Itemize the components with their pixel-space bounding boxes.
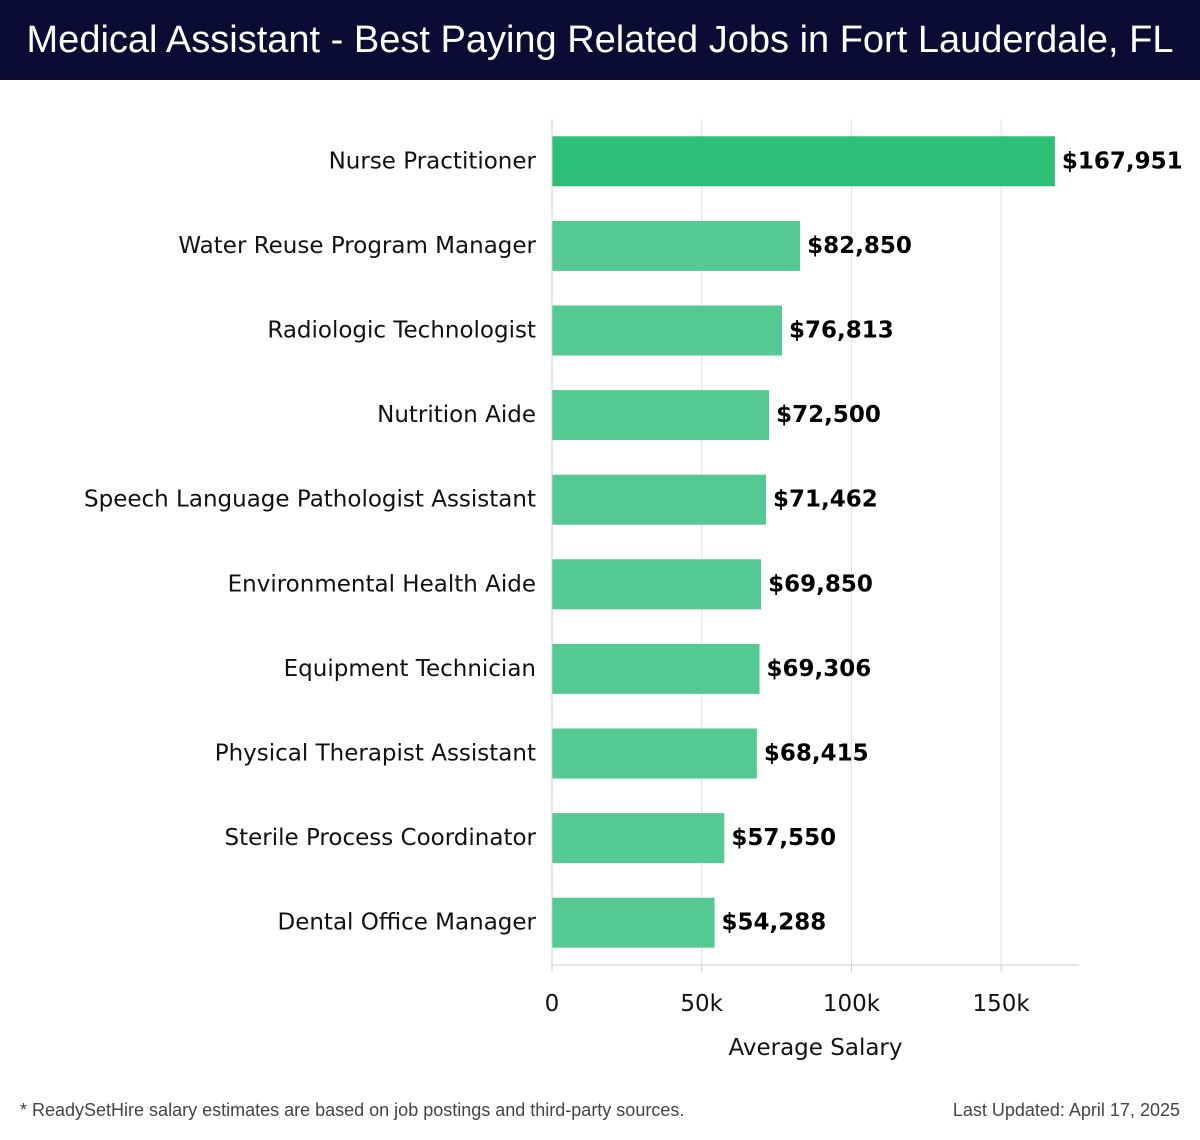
x-tick-label: 50k (680, 991, 723, 1017)
data-label: $82,850 (807, 233, 912, 259)
category-label: Sterile Process Coordinator (225, 825, 537, 851)
bar (552, 643, 760, 694)
data-label: $69,850 (768, 571, 873, 597)
page-title-bar: Medical Assistant - Best Paying Related … (0, 0, 1200, 80)
category-label: Nutrition Aide (377, 402, 536, 428)
category-label: Physical Therapist Assistant (215, 741, 536, 767)
x-tick-label: 150k (973, 991, 1031, 1017)
bar (552, 136, 1055, 187)
data-label: $57,550 (731, 825, 836, 851)
category-label: Radiologic Technologist (267, 318, 536, 344)
x-tick-label: 100k (823, 991, 881, 1017)
category-label: Dental Office Manager (277, 910, 536, 936)
footnote: * ReadySetHire salary estimates are base… (20, 1100, 685, 1120)
data-label: $54,288 (722, 910, 827, 936)
page-title: Medical Assistant - Best Paying Related … (26, 18, 1174, 61)
bar (552, 813, 725, 864)
data-label: $76,813 (789, 318, 894, 344)
bar (552, 897, 715, 948)
data-label: $72,500 (776, 402, 881, 428)
last-updated: Last Updated: April 17, 2025 (952, 1100, 1180, 1120)
category-label: Water Reuse Program Manager (178, 233, 536, 259)
x-tick-label: 0 (545, 991, 560, 1017)
bar (552, 559, 762, 610)
category-label: Equipment Technician (284, 656, 536, 682)
bar (552, 728, 757, 779)
bar (552, 220, 801, 271)
data-label: $68,415 (764, 741, 869, 767)
bar (552, 305, 783, 356)
bar (552, 390, 770, 441)
bar (552, 474, 766, 525)
data-label: $167,951 (1062, 148, 1183, 174)
data-label: $69,306 (767, 656, 872, 682)
data-label: $71,462 (773, 487, 878, 513)
category-label: Environmental Health Aide (228, 571, 536, 597)
x-axis-title: Average Salary (728, 1035, 902, 1061)
category-label: Nurse Practitioner (329, 148, 537, 174)
category-label: Speech Language Pathologist Assistant (84, 487, 536, 513)
